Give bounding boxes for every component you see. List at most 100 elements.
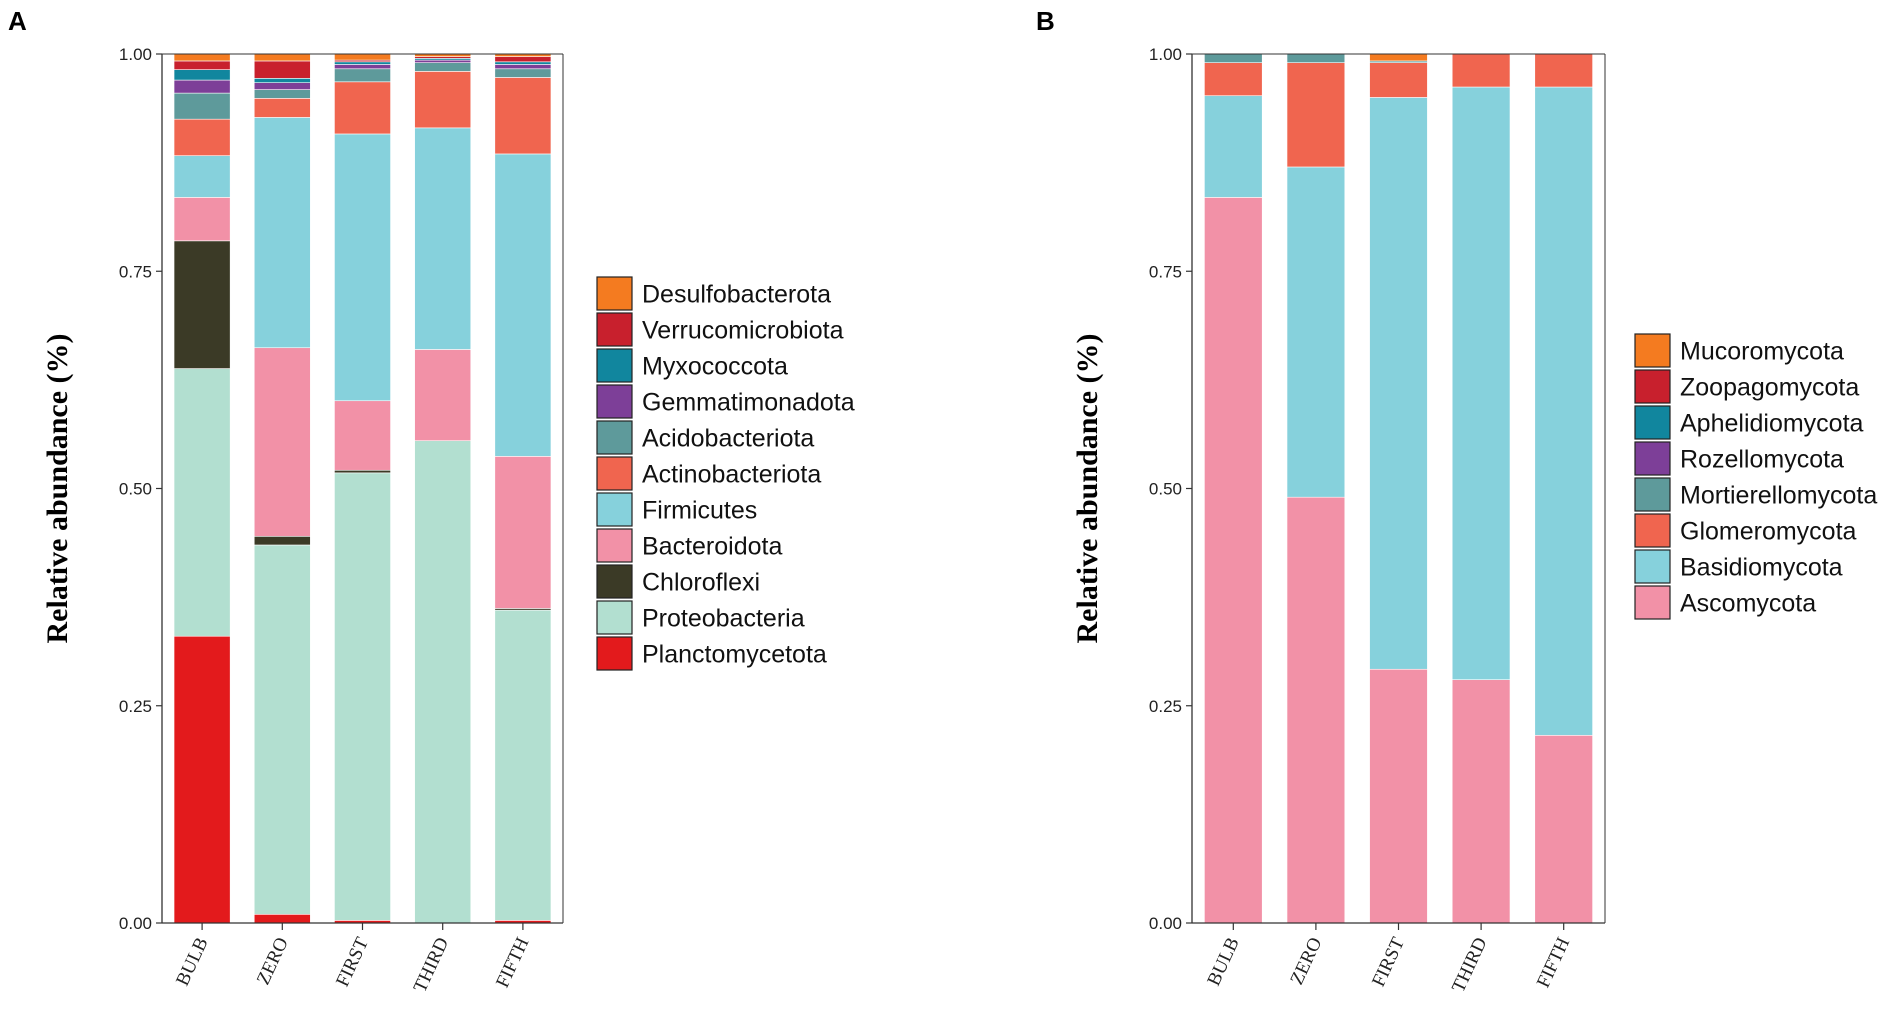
legend: Desulfobacterota Verrucomicrobiota Myxococ… bbox=[596, 276, 855, 671]
bar-segment-planctomycetota-bulb bbox=[173, 635, 231, 924]
bar-segment-acidobacteriota-third bbox=[414, 62, 472, 72]
bar-segment-proteobacteria-zero bbox=[253, 544, 311, 915]
x-tick-label-first: FIRST bbox=[1368, 934, 1409, 990]
bar-segment-bacteroidota-third bbox=[414, 349, 472, 442]
x-tick-label-fifth: FIFTH bbox=[492, 934, 533, 991]
legend-label-glomeromycota: Glomeromycota bbox=[1680, 518, 1857, 546]
panel-label: A bbox=[8, 6, 27, 36]
bar-segment-basidiomycota-bulb bbox=[1204, 95, 1263, 198]
bar-segment-actinobacteriota-zero bbox=[253, 98, 311, 118]
bar-segment-gemmatimonadota-first bbox=[334, 64, 391, 70]
legend-label-actinobacteriota: Actinobacteriota bbox=[642, 461, 821, 489]
legend-label-firmicutes: Firmicutes bbox=[642, 497, 757, 525]
legend-swatch-chloroflexi bbox=[596, 564, 633, 599]
legend-swatch-mucoromycota bbox=[1634, 333, 1671, 368]
bar-segment-proteobacteria-third bbox=[414, 440, 472, 924]
bar-segment-bacteroidota-zero bbox=[253, 347, 311, 537]
bar-segment-glomeromycota-third bbox=[1451, 53, 1511, 88]
bar-segment-desulfobacterota-first bbox=[334, 53, 391, 61]
bar-segment-gemmatimonadota-fifth bbox=[494, 64, 552, 70]
y-tick-label-0.25: 0.25 bbox=[119, 697, 152, 716]
legend-label-mortierellomycota: Mortierellomycota bbox=[1680, 482, 1877, 510]
x-tick-label-third: THIRD bbox=[1448, 934, 1492, 995]
legend-swatch-firmicutes bbox=[596, 492, 633, 527]
legend-label-aphelidiomycota: Aphelidiomycota bbox=[1680, 410, 1864, 438]
legend-swatch-rozellomycota bbox=[1634, 441, 1671, 476]
bar-segment-proteobacteria-first bbox=[334, 472, 391, 921]
bar-segment-glomeromycota-fifth bbox=[1534, 53, 1593, 88]
legend-swatch-zoopagomycota bbox=[1634, 369, 1671, 404]
legend-swatch-mortierellomycota bbox=[1634, 477, 1671, 512]
bar-segment-mucoromycota-first bbox=[1369, 53, 1428, 62]
y-tick-label-1.00: 1.00 bbox=[1149, 45, 1182, 64]
bar-segment-gemmatimonadota-zero bbox=[253, 82, 311, 90]
y-axis-label: Relative abundance (%) bbox=[41, 334, 74, 644]
legend-label-ascomycota: Ascomycota bbox=[1680, 590, 1816, 618]
legend: Mucoromycota Zoopagomycota Aphelidiomycota… bbox=[1634, 333, 1877, 620]
y-tick-label-0.25: 0.25 bbox=[1149, 697, 1182, 716]
chart-panel-b: B Relative abundance (%) BULB ZERO FIRST THIR… bbox=[1036, 6, 1877, 996]
bar-segment-desulfobacterota-zero bbox=[253, 53, 311, 62]
bar-segment-firmicutes-third bbox=[414, 127, 472, 350]
bar-segment-acidobacteriota-first bbox=[334, 68, 391, 83]
x-tick-label-zero: ZERO bbox=[253, 934, 293, 988]
bar-segment-myxococcota-bulb bbox=[173, 69, 231, 81]
bar-segment-mortierellomycota-bulb bbox=[1204, 53, 1263, 63]
y-tick-label-0.75: 0.75 bbox=[1149, 262, 1182, 281]
y-tick-label-0.00: 0.00 bbox=[1149, 914, 1182, 933]
bar-segment-firmicutes-first bbox=[334, 133, 391, 402]
chart-panel-a: A Relative abundance (%) BULB ZERO FIRST THIR… bbox=[8, 6, 855, 996]
x-tick-label-first: FIRST bbox=[332, 934, 373, 990]
bar-segment-myxococcota-zero bbox=[253, 78, 311, 83]
x-tick-label-bulb: BULB bbox=[1203, 934, 1243, 989]
bar-segment-verrucomicrobiota-zero bbox=[253, 60, 311, 79]
bar-segment-basidiomycota-third bbox=[1451, 86, 1511, 680]
bar-segment-gemmatimonadota-third bbox=[414, 59, 472, 63]
bar-segment-planctomycetota-zero bbox=[253, 914, 311, 924]
legend-swatch-myxococcota bbox=[596, 348, 633, 383]
y-tick-label-0.00: 0.00 bbox=[119, 914, 152, 933]
bar-segment-bacteroidota-first bbox=[334, 400, 391, 471]
bar-segment-acidobacteriota-fifth bbox=[494, 68, 552, 78]
y-axis-label: Relative abundance (%) bbox=[1071, 334, 1104, 644]
bar-segment-basidiomycota-first bbox=[1369, 97, 1428, 670]
legend-label-basidiomycota: Basidiomycota bbox=[1680, 554, 1843, 582]
bar-segment-ascomycota-bulb bbox=[1204, 197, 1263, 924]
legend-swatch-proteobacteria bbox=[596, 600, 633, 635]
legend-swatch-ascomycota bbox=[1634, 585, 1671, 620]
legend-label-verrucomicrobiota: Verrucomicrobiota bbox=[642, 317, 844, 345]
legend-swatch-desulfobacterota bbox=[596, 276, 633, 311]
bar-segment-proteobacteria-fifth bbox=[494, 609, 552, 921]
bar-segment-acidobacteriota-bulb bbox=[173, 92, 231, 120]
bar-segment-desulfobacterota-bulb bbox=[173, 53, 231, 62]
bar-segment-chloroflexi-first bbox=[334, 469, 391, 474]
x-tick-label-third: THIRD bbox=[410, 934, 454, 995]
bar-segment-verrucomicrobiota-fifth bbox=[494, 56, 552, 63]
x-tick-label-zero: ZERO bbox=[1286, 934, 1326, 988]
bar-segment-ascomycota-first bbox=[1369, 668, 1428, 924]
y-tick-label-0.50: 0.50 bbox=[119, 480, 152, 499]
bar-segment-chloroflexi-bulb bbox=[173, 240, 231, 369]
bar-segment-proteobacteria-bulb bbox=[173, 368, 231, 637]
legend-label-desulfobacterota: Desulfobacterota bbox=[642, 281, 831, 309]
bar-segment-actinobacteriota-first bbox=[334, 81, 391, 135]
bar-segment-glomeromycota-bulb bbox=[1204, 62, 1263, 97]
bar-segment-ascomycota-zero bbox=[1286, 496, 1346, 924]
bar-segment-firmicutes-bulb bbox=[173, 155, 231, 198]
y-tick-label-0.50: 0.50 bbox=[1149, 480, 1182, 499]
legend-swatch-verrucomicrobiota bbox=[596, 312, 633, 347]
legend-swatch-gemmatimonadota bbox=[596, 384, 633, 419]
bar-segment-firmicutes-zero bbox=[253, 117, 311, 349]
bar-segment-bacteroidota-fifth bbox=[494, 456, 552, 609]
panel-label: B bbox=[1036, 6, 1055, 36]
bar-segment-mortierellomycota-zero bbox=[1286, 53, 1346, 63]
legend-swatch-acidobacteriota bbox=[596, 420, 633, 455]
y-tick-label-0.75: 0.75 bbox=[119, 262, 152, 281]
legend-label-chloroflexi: Chloroflexi bbox=[642, 569, 760, 597]
legend-label-planctomycetota: Planctomycetota bbox=[642, 641, 827, 669]
bar-segment-glomeromycota-zero bbox=[1286, 62, 1346, 168]
legend-label-proteobacteria: Proteobacteria bbox=[642, 605, 805, 633]
legend-label-acidobacteriota: Acidobacteriota bbox=[642, 425, 814, 453]
bar-segment-myxococcota-fifth bbox=[494, 61, 552, 65]
